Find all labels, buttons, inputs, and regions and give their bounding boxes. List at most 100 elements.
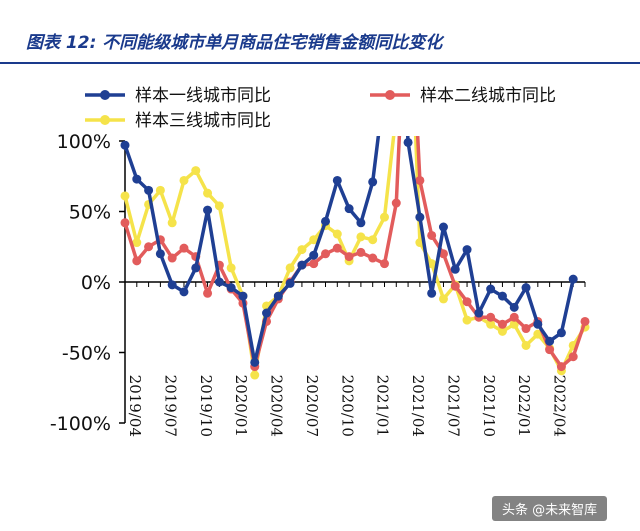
data-point: [226, 263, 236, 273]
legend-label: 样本三线城市同比: [135, 111, 271, 131]
legend-marker: [385, 90, 395, 100]
series-line: [123, 136, 587, 369]
data-point: [533, 319, 543, 329]
legend-marker: [100, 115, 110, 125]
data-point: [203, 205, 213, 215]
data-point: [155, 249, 165, 259]
data-point: [509, 302, 519, 312]
data-point: [509, 312, 519, 322]
data-point: [356, 247, 366, 257]
title-rule: [0, 62, 640, 64]
data-point: [486, 312, 496, 322]
data-point: [497, 319, 507, 329]
data-point: [309, 259, 319, 269]
series-2: [120, 136, 590, 372]
data-point: [250, 357, 260, 367]
data-point: [391, 198, 401, 208]
data-point: [332, 175, 342, 185]
data-point: [332, 229, 342, 239]
data-point: [179, 175, 189, 185]
x-tick-label: 2021/01: [374, 375, 392, 437]
data-point: [167, 218, 177, 228]
data-point: [462, 297, 472, 307]
data-point: [344, 204, 354, 214]
data-point: [568, 352, 578, 362]
data-point: [509, 319, 519, 329]
data-point: [297, 260, 307, 270]
data-point: [285, 278, 295, 288]
data-point: [521, 324, 531, 334]
data-point: [533, 329, 543, 339]
data-point: [427, 288, 437, 298]
data-point: [120, 191, 130, 201]
data-point: [462, 245, 472, 255]
y-tick-label: -50%: [62, 343, 111, 365]
data-point: [285, 263, 295, 273]
x-tick-label: 2019/10: [197, 375, 215, 437]
data-point: [321, 249, 331, 259]
legend-item-2: 样本二线城市同比: [370, 86, 556, 106]
legend-label: 样本一线城市同比: [135, 86, 271, 106]
data-point: [427, 230, 437, 240]
y-tick-label: 100%: [57, 131, 111, 153]
x-tick-label: 2021/04: [409, 375, 427, 437]
chart-title: 图表 12: 不同能级城市单月商品住宅销售金额同比变化: [26, 33, 443, 53]
data-point: [179, 243, 189, 253]
data-point: [309, 250, 319, 260]
data-point: [486, 319, 496, 329]
data-point: [273, 291, 283, 301]
x-tick-label: 2022/04: [551, 375, 569, 437]
data-point: [556, 328, 566, 338]
data-point: [580, 316, 590, 326]
data-point: [556, 362, 566, 372]
data-point: [497, 291, 507, 301]
data-point: [132, 174, 142, 184]
data-point: [226, 283, 236, 293]
y-tick-label: 0%: [81, 272, 111, 294]
data-point: [379, 259, 389, 269]
data-point: [203, 288, 213, 298]
series-1: [120, 82, 578, 367]
x-tick-label: 2020/10: [338, 375, 356, 437]
data-point: [179, 287, 189, 297]
data-point: [297, 245, 307, 255]
data-point: [155, 185, 165, 195]
data-point: [321, 216, 331, 226]
data-point: [450, 281, 460, 291]
x-tick-label: 2019/07: [161, 375, 179, 437]
data-point: [403, 137, 413, 147]
axes: -100% -50% 0% 50% 100% 2019/04 2019/07 2019/10 2…: [50, 131, 586, 437]
data-point: [438, 222, 448, 232]
data-point: [545, 336, 555, 346]
data-point: [521, 283, 531, 293]
data-point: [238, 291, 248, 301]
data-point: [415, 175, 425, 185]
data-point: [132, 256, 142, 266]
legend-item-1: 样本一线城市同比: [85, 86, 271, 106]
series-line: [123, 136, 587, 377]
data-point: [132, 238, 142, 248]
data-point: [250, 370, 260, 380]
data-point: [262, 308, 272, 318]
data-point: [438, 249, 448, 259]
data-point: [191, 263, 201, 273]
data-point: [191, 166, 201, 176]
data-point: [497, 326, 507, 336]
x-tick-label: 2020/04: [268, 375, 286, 437]
data-point: [309, 235, 319, 245]
data-point: [380, 82, 389, 91]
x-tick-label: 2021/07: [444, 375, 462, 437]
x-tick-label: 2020/01: [232, 375, 250, 437]
data-point: [368, 177, 378, 187]
series-line: [123, 136, 575, 365]
data-point: [144, 242, 154, 252]
data-point: [120, 218, 130, 228]
data-point: [462, 315, 472, 325]
data-point: [144, 185, 154, 195]
x-tick-label: 2021/10: [480, 375, 498, 437]
data-point: [356, 218, 366, 228]
data-point: [167, 253, 177, 263]
data-point: [332, 243, 342, 253]
data-point: [474, 308, 484, 318]
